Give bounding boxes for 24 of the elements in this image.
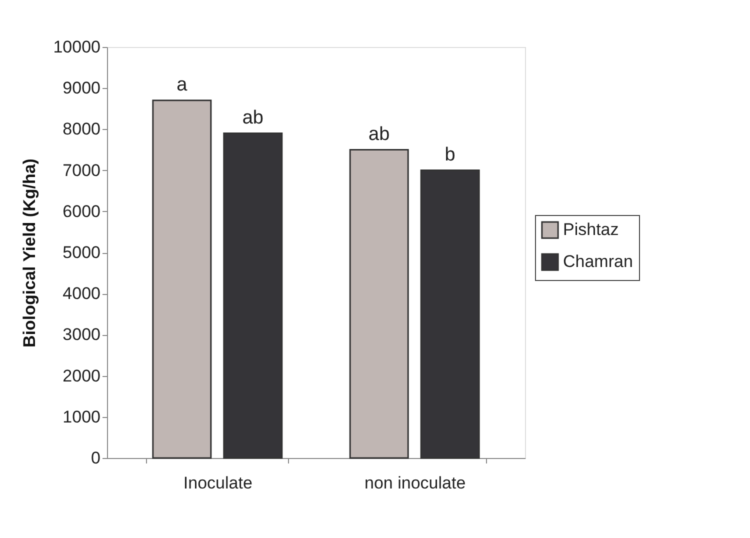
- x-tick-label: Inoculate: [183, 474, 252, 492]
- y-axis-title: Biological Yield (Kg/ha): [20, 158, 40, 348]
- y-tick-label: 1000: [62, 407, 100, 426]
- y-tick-label: 10000: [53, 38, 100, 56]
- bar: [420, 170, 480, 459]
- y-tick-label: 8000: [62, 120, 100, 139]
- y-tick-label: 7000: [62, 160, 100, 180]
- bar: [223, 132, 283, 459]
- y-tick-label: 0: [91, 448, 100, 468]
- bar: [152, 100, 212, 459]
- y-tick-label: 2000: [62, 366, 100, 386]
- bar: [349, 149, 409, 459]
- legend-label: Chamran: [563, 252, 633, 271]
- y-tick-label: 5000: [62, 243, 100, 262]
- y-tick-label: 3000: [62, 325, 100, 344]
- legend-label: Pishtaz: [563, 220, 619, 239]
- x-tick-label: non inoculate: [364, 474, 466, 492]
- y-tick-label: 4000: [62, 284, 100, 304]
- y-tick-label: 9000: [62, 78, 100, 98]
- data-label: b: [444, 144, 456, 166]
- data-label: ab: [242, 107, 264, 128]
- y-tick-label: 6000: [62, 202, 100, 221]
- data-label: ab: [368, 124, 390, 145]
- data-label: a: [176, 74, 188, 96]
